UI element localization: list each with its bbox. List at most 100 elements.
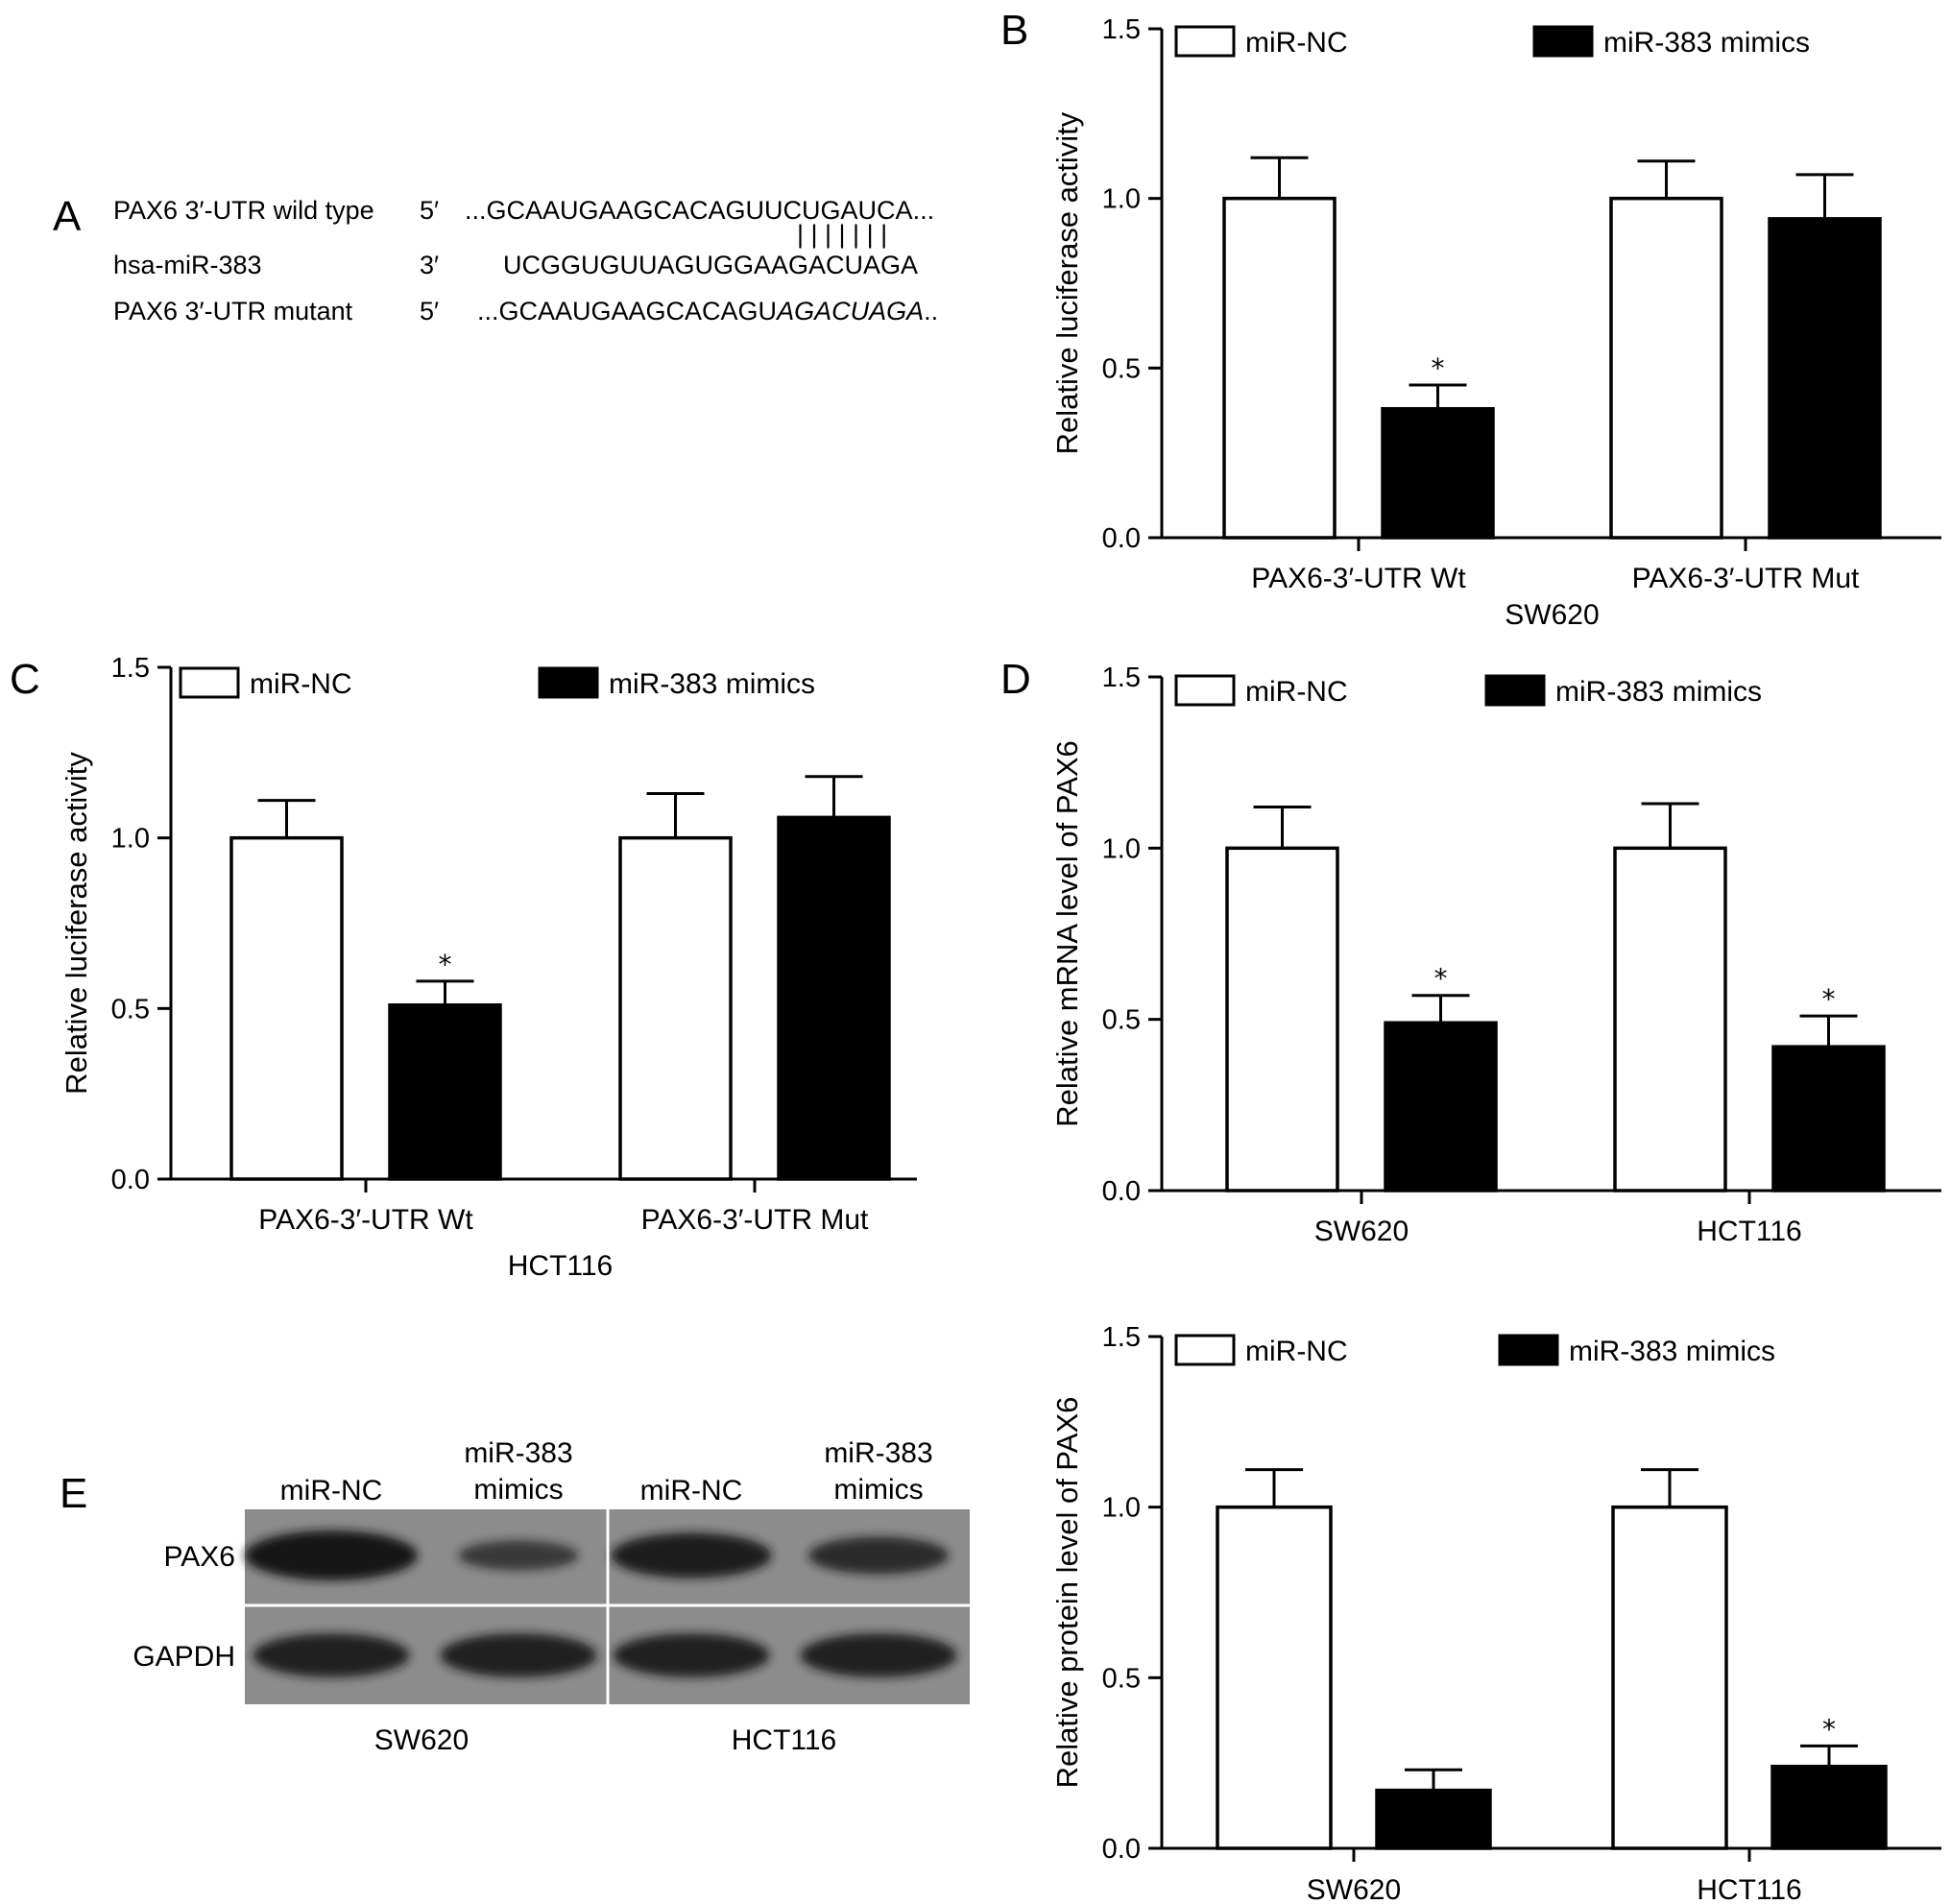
legend-swatch bbox=[179, 666, 240, 699]
protein-label: PAX6 bbox=[164, 1541, 236, 1573]
significance-marker: * bbox=[1822, 1713, 1836, 1745]
legend-swatch bbox=[538, 666, 599, 699]
bar-mir-383-mimics bbox=[777, 815, 891, 1181]
lane-label: miR-383 bbox=[824, 1437, 932, 1469]
panel-letter-a: A bbox=[53, 193, 82, 240]
y-tick-label: 0.5 bbox=[111, 994, 150, 1024]
blot-band-gapdh bbox=[253, 1633, 410, 1677]
panel-letter-c: C bbox=[10, 656, 40, 703]
y-tick-label: 1.5 bbox=[1102, 663, 1141, 693]
legend-label: miR-383 mimics bbox=[609, 668, 815, 700]
seq-mutant-italic: AGACUAGA bbox=[775, 297, 924, 325]
legend-swatch bbox=[1484, 674, 1546, 707]
y-tick-label: 1.0 bbox=[1102, 1493, 1141, 1524]
seq-end-mutant: 5′ bbox=[420, 297, 439, 325]
protein-label: GAPDH bbox=[132, 1641, 235, 1673]
legend-label: miR-383 mimics bbox=[1555, 676, 1762, 708]
significance-marker: * bbox=[439, 949, 452, 980]
seq-pairing-lines: | | | | | | | bbox=[797, 220, 887, 249]
bar-mir-nc bbox=[1222, 196, 1337, 540]
lane-label: miR-NC bbox=[640, 1475, 743, 1506]
seq-label-mutant: PAX6 3′-UTR mutant bbox=[113, 297, 353, 325]
legend-swatch bbox=[1174, 674, 1236, 707]
y-tick-label: 1.5 bbox=[1102, 1322, 1141, 1353]
legend-label: miR-383 mimics bbox=[1603, 27, 1810, 59]
seq-mutant-tail: .. bbox=[924, 297, 938, 325]
panel-letter-d: D bbox=[1000, 656, 1031, 703]
western-blot: PAX6 GAPDH miR-NC miR-383 mimics miR-NC miR-38… bbox=[132, 1437, 970, 1756]
legend-label: miR-NC bbox=[1245, 1336, 1348, 1367]
sequence-alignment: PAX6 3′-UTR wild type 5′ ...GCAAUGAAGCAC… bbox=[113, 196, 938, 325]
bar-mir-nc bbox=[1216, 1505, 1333, 1850]
lane-label: mimics bbox=[473, 1474, 563, 1506]
y-tick-label: 0.0 bbox=[1102, 1834, 1141, 1865]
seq-wild-type: ...GCAAUGAAGCACAGUUCUGAUCA... bbox=[465, 196, 934, 225]
legend-label: miR-NC bbox=[1245, 676, 1348, 708]
seq-end-mir383: 3′ bbox=[420, 251, 439, 279]
y-tick-label: 1.0 bbox=[1102, 184, 1141, 215]
bar-mir-383-mimics bbox=[388, 1003, 502, 1181]
seq-mutant-plain: ...GCAAUGAAGCACAGU bbox=[477, 297, 777, 325]
blot-band-pax6 bbox=[611, 1532, 772, 1579]
bar-mir-383-mimics bbox=[1384, 1021, 1498, 1193]
lane-label: miR-NC bbox=[280, 1475, 383, 1506]
category-label: PAX6-3′-UTR Mut bbox=[1632, 563, 1860, 594]
legend-swatch bbox=[1498, 1334, 1559, 1366]
lane-label: mimics bbox=[833, 1474, 923, 1506]
category-label: PAX6-3′-UTR Wt bbox=[258, 1204, 473, 1236]
seq-end-wild-type: 5′ bbox=[420, 196, 439, 225]
seq-label-mir383: hsa-miR-383 bbox=[113, 251, 262, 279]
blot-band-pax6 bbox=[245, 1530, 418, 1580]
group-label: SW620 bbox=[1505, 599, 1599, 631]
y-tick-label: 0.0 bbox=[1102, 523, 1141, 554]
blot-band-pax6 bbox=[807, 1536, 950, 1575]
bar-mir-383-mimics bbox=[1771, 1045, 1886, 1193]
legend-swatch bbox=[1174, 25, 1236, 58]
y-tick-label: 0.0 bbox=[111, 1165, 150, 1195]
bar-mir-383-mimics bbox=[1375, 1788, 1492, 1850]
bar-mir-nc bbox=[1613, 846, 1727, 1193]
blot-band-gapdh bbox=[613, 1633, 770, 1677]
legend-label: miR-383 mimics bbox=[1569, 1336, 1775, 1367]
legend-label: miR-NC bbox=[1245, 27, 1348, 59]
y-axis-label: Relative protein level of PAX6 bbox=[1050, 1397, 1084, 1789]
category-label: HCT116 bbox=[1697, 1874, 1801, 1904]
y-tick-label: 0.5 bbox=[1102, 1663, 1141, 1694]
seq-mutant: ...GCAAUGAAGCACAGUAGACUAGA.. bbox=[477, 297, 938, 325]
bar-mir-383-mimics bbox=[1381, 406, 1495, 540]
chart-d-mrna-level: 0.0 0.5 1.0 1.5 Relative mRNA level of PAX6 S… bbox=[1050, 663, 1941, 1247]
category-label: PAX6-3′-UTR Wt bbox=[1251, 563, 1466, 594]
y-tick-label: 1.5 bbox=[1102, 14, 1141, 45]
blot-group-label: SW620 bbox=[374, 1724, 469, 1756]
legend-label: miR-NC bbox=[250, 668, 352, 700]
category-label: HCT116 bbox=[1697, 1216, 1801, 1247]
blot-band-gapdh bbox=[440, 1633, 597, 1677]
group-label: HCT116 bbox=[508, 1250, 613, 1282]
category-label: SW620 bbox=[1314, 1216, 1409, 1247]
seq-mir383: UCGGUGUUAGUGGAAGACUAGA bbox=[503, 251, 918, 279]
seq-label-wild-type: PAX6 3′-UTR wild type bbox=[113, 196, 374, 225]
chart-c-hct116-luciferase: 0.0 0.5 1.0 1.5 Relative luciferase activity… bbox=[60, 653, 917, 1282]
bar-mir-nc bbox=[1611, 1505, 1728, 1850]
legend-swatch bbox=[1174, 1334, 1236, 1366]
y-tick-label: 0.5 bbox=[1102, 1005, 1141, 1036]
panel-letter-e: E bbox=[60, 1470, 87, 1517]
bar-mir-383-mimics bbox=[1768, 217, 1882, 540]
chart-e-protein-level: 0.0 0.5 1.0 1.5 Relative protein level of PA… bbox=[1050, 1322, 1941, 1904]
bar-mir-383-mimics bbox=[1770, 1764, 1888, 1850]
y-axis-label: Relative luciferase activity bbox=[60, 752, 93, 1095]
blot-band-gapdh bbox=[800, 1633, 957, 1677]
y-tick-label: 0.5 bbox=[1102, 353, 1141, 384]
y-axis-label: Relative luciferase activity bbox=[1050, 111, 1084, 454]
significance-marker: * bbox=[1432, 352, 1445, 384]
panel-letter-b: B bbox=[1000, 7, 1028, 54]
y-tick-label: 1.0 bbox=[111, 824, 150, 855]
category-label: PAX6-3′-UTR Mut bbox=[641, 1204, 869, 1236]
bar-mir-nc bbox=[229, 835, 344, 1181]
significance-marker: * bbox=[1434, 963, 1448, 995]
category-label: SW620 bbox=[1307, 1874, 1401, 1904]
y-tick-label: 1.5 bbox=[111, 653, 150, 684]
bar-mir-nc bbox=[618, 835, 733, 1181]
y-tick-label: 0.0 bbox=[1102, 1176, 1141, 1207]
